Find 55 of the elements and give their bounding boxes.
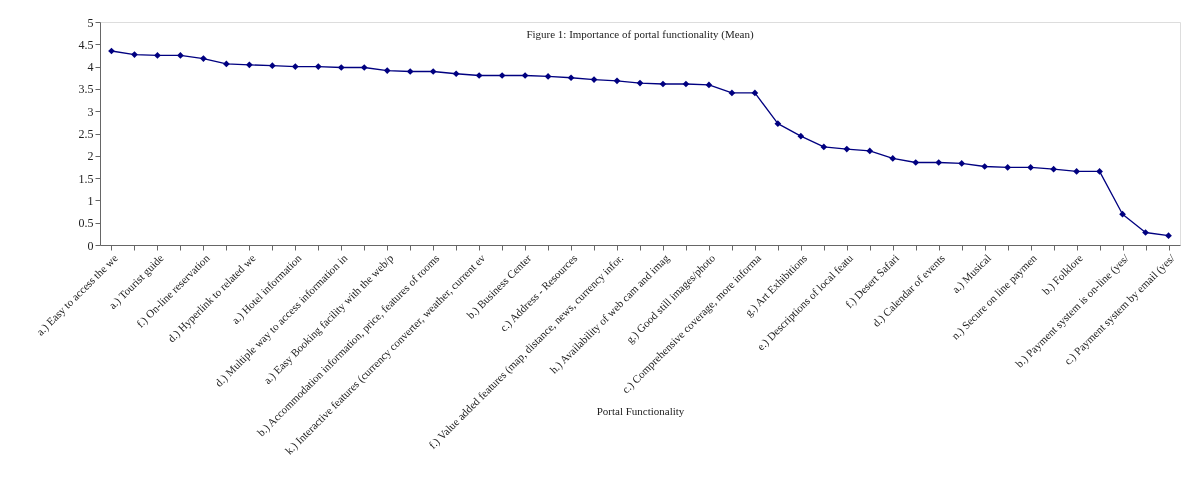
y-tick-label: 0 [87,238,94,253]
point [452,70,460,78]
point [820,143,828,151]
point [636,79,644,87]
point [1096,168,1103,175]
point [958,160,966,167]
point [177,52,184,59]
point [429,68,437,75]
y-tick-label: 1.5 [78,171,94,186]
point [1050,165,1057,173]
point [866,147,874,155]
point [751,89,759,97]
point [774,120,782,128]
point [200,55,207,62]
y-tick-label: 2.5 [78,127,94,141]
point [544,73,552,80]
y-tick-label: 2 [87,149,94,164]
y-tick-label: 0.5 [78,216,94,231]
point [131,51,138,58]
point [912,159,920,166]
y-tick-label: 3 [87,104,94,119]
point [154,52,161,59]
point [314,63,322,70]
y-tick-label: 4.5 [78,37,94,52]
point [337,64,345,71]
point [246,61,253,69]
point [682,80,690,88]
point [728,89,736,97]
point [1004,164,1012,171]
y-tick-label: 5 [87,15,94,30]
text: Figure 1: Importance of portal functionality (Mean) [526,28,754,41]
point [291,63,299,70]
point [383,67,391,74]
point [567,74,575,82]
point [406,68,414,75]
x-axis-title: Portal Functionality [596,404,685,417]
point [981,163,989,170]
point [1142,229,1149,236]
point [843,145,851,153]
point [935,159,943,166]
point [1165,232,1172,239]
point [659,80,667,88]
point [223,60,230,68]
point [1119,210,1126,218]
point [889,155,897,162]
point [797,132,805,140]
y-tick-label: 3.5 [78,82,94,97]
y-tick-label: 1 [87,193,94,208]
y-tick-label: 4 [87,60,94,75]
point [1027,164,1034,171]
point [268,62,276,70]
point [705,81,713,89]
point [360,64,368,71]
point [613,77,621,85]
point [1073,168,1080,175]
